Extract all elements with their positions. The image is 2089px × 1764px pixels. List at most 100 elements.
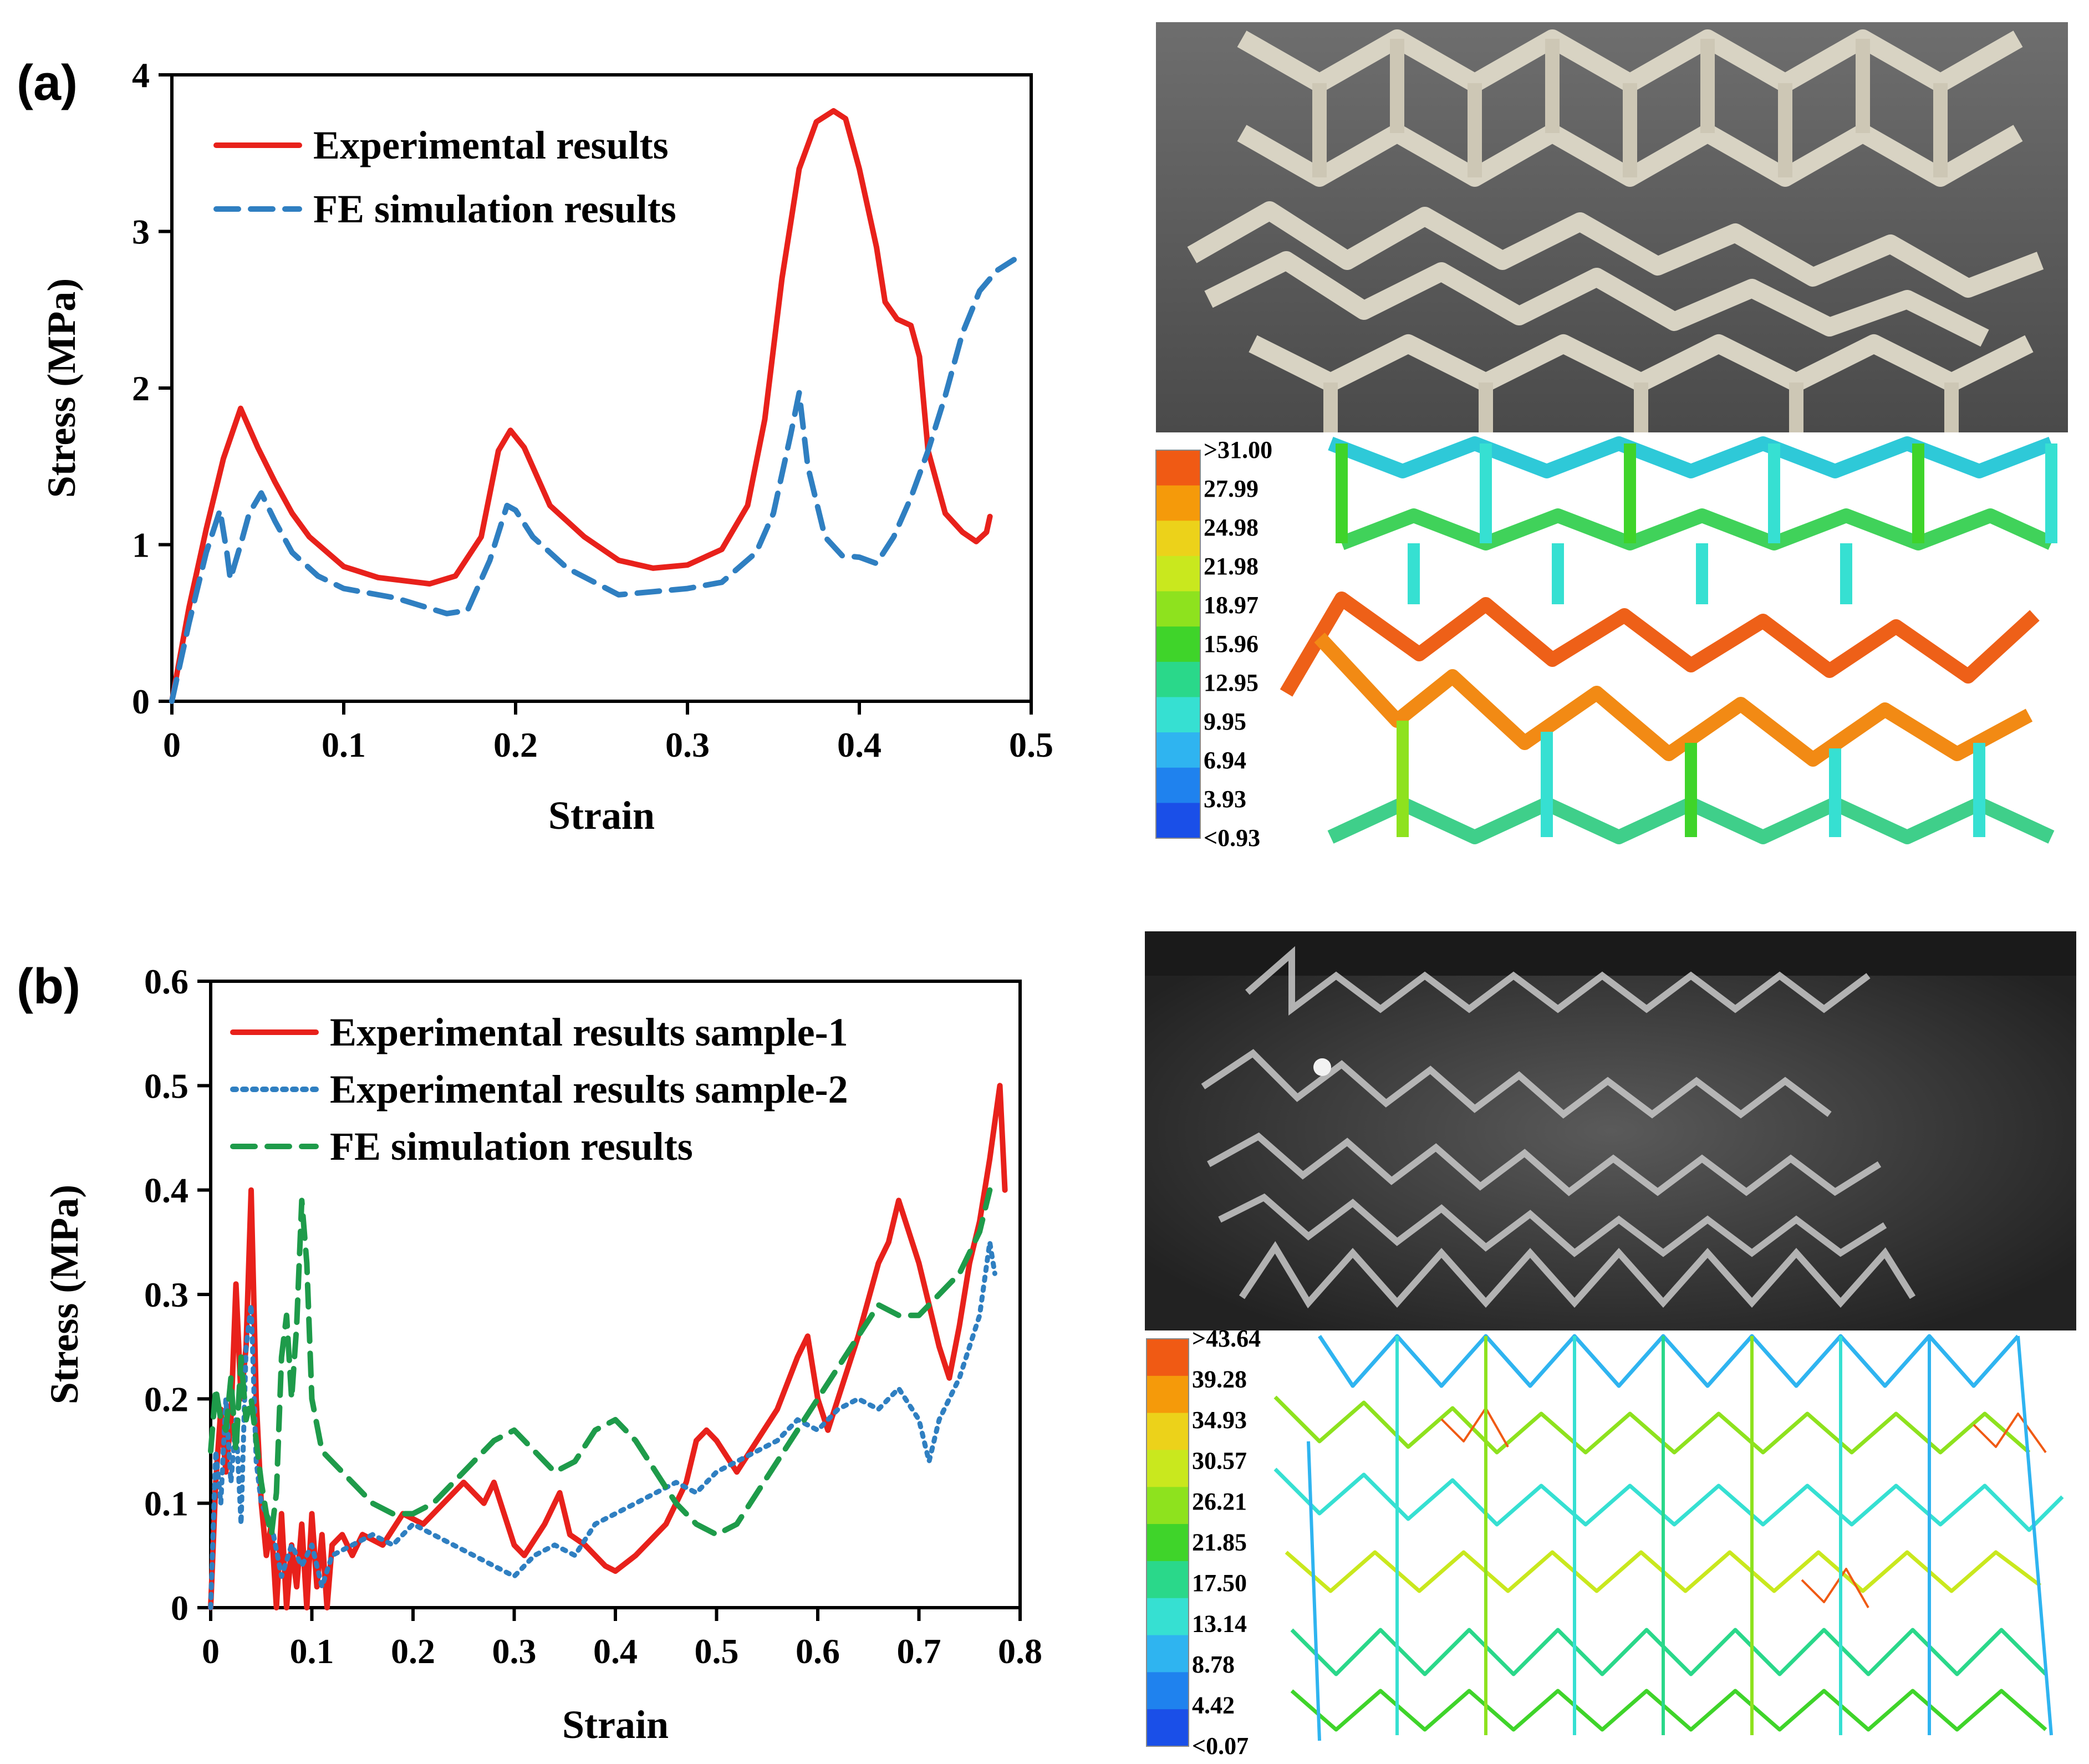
fe-b-lattice: [1273, 1334, 2064, 1732]
colorbar-b: >43.64 39.28 34.93 30.57 26.21 21.85 17.50 13.1…: [1146, 1325, 1261, 1760]
chartB-ytick-label: 0.3: [144, 1275, 188, 1314]
chartB-legend-label-3: FE simulation results: [330, 1124, 693, 1169]
colorbar-b-band: [1147, 1487, 1189, 1525]
chartA-ytick-label: 3: [132, 212, 150, 252]
panel-label-a: (a): [17, 55, 78, 111]
chart-b-xlabel: Strain: [562, 1702, 669, 1747]
colorbar-b-band: [1147, 1598, 1189, 1636]
chartA-xtick-label: 0.1: [322, 725, 366, 764]
chartB-xtick-label: 0: [202, 1632, 220, 1671]
chartA-legend-label-2: FE simulation results: [313, 187, 676, 231]
colorbar-b-band: [1147, 1524, 1189, 1562]
chart-b-ylabel: Stress (MPa): [42, 1185, 86, 1405]
colorbar-a-band: [1156, 803, 1200, 839]
chart-a-ticks: 0 0.1 0.2 0.3 0.4 0.5 0 1 2 3 4: [132, 55, 1053, 764]
chartA-xtick-label: 0.5: [1009, 725, 1053, 764]
colorbar-a-band: [1156, 732, 1200, 768]
colorbar-b-band: [1147, 1450, 1189, 1488]
colorbar-b-label: 30.57: [1192, 1447, 1247, 1475]
colorbar-b-label: >43.64: [1192, 1325, 1261, 1352]
colorbar-b-label: <0.07: [1192, 1732, 1249, 1760]
chartB-xtick-label: 0.7: [897, 1632, 941, 1671]
chartA-ytick-label: 2: [132, 369, 150, 408]
fe-b-verticals: [1307, 1335, 2053, 1741]
chartA-xtick-label: 0: [163, 725, 181, 764]
colorbar-a-label: 27.99: [1204, 475, 1259, 502]
colorbar-a-label: >31.00: [1204, 436, 1272, 463]
colorbar-b-band: [1147, 1375, 1189, 1414]
photo-b-background: [1145, 931, 2076, 1330]
panel-label-b: (b): [17, 959, 80, 1014]
chart-b: 0 0.1 0.2 0.3 0.4 0.5 0.6 0.7 0.8 0 0.1 0.2 0.3 0.4 0.…: [42, 962, 1042, 1747]
photo-b-lattice: [1201, 946, 1916, 1309]
colorbar-b-frame: [1146, 1338, 1189, 1747]
colorbar-b-band: [1147, 1709, 1189, 1747]
chartB-xtick-label: 0.5: [695, 1632, 739, 1671]
photo-a-verticals: [1312, 39, 1959, 432]
fe-contour-b: >43.64 39.28 34.93 30.57 26.21 21.85 17.50 13.1…: [1146, 1325, 2064, 1760]
chart-a-frame: [170, 73, 1033, 703]
colorbar-a-label: 3.93: [1204, 786, 1246, 813]
colorbar-b-band: [1147, 1561, 1189, 1599]
colorbar-a: >31.00 27.99 24.98 21.98 18.97 15.96 12.95 9.95…: [1155, 436, 1272, 852]
chartB-xtick-label: 0.1: [290, 1632, 334, 1671]
chart-a-legend: Experimental results FE simulation result…: [213, 123, 676, 231]
colorbar-b-label: 34.93: [1192, 1406, 1247, 1434]
colorbar-b-label: 13.14: [1192, 1610, 1247, 1638]
colorbar-a-label: 18.97: [1204, 592, 1259, 619]
chartB-xtick-label: 0.8: [998, 1632, 1042, 1671]
colorbar-b-band: [1147, 1635, 1189, 1673]
colorbar-a-label: 9.95: [1204, 708, 1246, 735]
chartA-series-2-line: [169, 257, 1017, 704]
colorbar-a-band: [1156, 661, 1200, 698]
chartB-ytick-label: 0.1: [144, 1484, 188, 1523]
colorbar-b-label: 26.21: [1192, 1488, 1247, 1515]
chart-a-ylabel: Stress (MPa): [39, 278, 84, 498]
colorbar-a-band: [1156, 555, 1200, 592]
chart-a: 0 0.1 0.2 0.3 0.4 0.5 0 1 2 3 4 Experimental resul…: [39, 55, 1053, 838]
fe-a-lattice: [1280, 436, 2055, 844]
colorbar-a-band: [1156, 626, 1200, 662]
chartB-xtick-label: 0.3: [492, 1632, 537, 1671]
chartB-xtick-label: 0.6: [796, 1632, 840, 1671]
fe-contour-a: >31.00 27.99 24.98 21.98 18.97 15.96 12.95 9.95…: [1155, 436, 2057, 852]
photo-b-marker: [1313, 1058, 1331, 1076]
chartB-ytick-label: 0.4: [144, 1171, 188, 1210]
specimen-photo-a: [1156, 22, 2068, 432]
chartA-series-1-line: [169, 108, 993, 704]
colorbar-a-label: 15.96: [1204, 630, 1259, 657]
chartB-legend-label-1: Experimental results sample-1: [330, 1010, 848, 1054]
chartA-xtick-label: 0.3: [665, 725, 710, 764]
chart-b-series: [208, 1083, 1008, 1610]
colorbar-a-label: 21.98: [1204, 553, 1259, 580]
chartA-xtick-label: 0.2: [493, 725, 538, 764]
colorbar-b-band: [1147, 1339, 1189, 1376]
colorbar-a-band: [1156, 521, 1200, 557]
colorbar-b-label: 17.50: [1192, 1569, 1247, 1597]
chartA-legend-label-1: Experimental results: [313, 123, 669, 167]
colorbar-a-band: [1156, 591, 1200, 628]
chartB-ytick-label: 0.6: [144, 962, 188, 1001]
colorbar-b-label: 21.85: [1192, 1529, 1247, 1556]
colorbar-b-band: [1147, 1413, 1189, 1451]
chart-a-xlabel: Strain: [548, 793, 655, 838]
chartB-ytick-label: 0: [171, 1588, 188, 1628]
chartA-ytick-label: 4: [132, 55, 150, 95]
colorbar-b-label: 8.78: [1192, 1651, 1235, 1678]
chart-b-ticks: 0 0.1 0.2 0.3 0.4 0.5 0.6 0.7 0.8 0 0.1 0.2 0.3 0.4 0.…: [144, 962, 1042, 1671]
colorbar-b-label: 4.42: [1192, 1692, 1235, 1719]
chartA-ytick-label: 1: [132, 526, 150, 565]
colorbar-a-band: [1156, 697, 1200, 733]
fe-a-verticals: [1336, 443, 2057, 837]
colorbar-b-band: [1147, 1672, 1189, 1710]
colorbar-b-label: 39.28: [1192, 1366, 1247, 1393]
specimen-photo-b: [1145, 931, 2076, 1330]
chartA-ytick-label: 0: [132, 682, 150, 721]
colorbar-a-band: [1156, 485, 1200, 522]
chartB-xtick-label: 0.4: [593, 1632, 638, 1671]
chartB-legend-label-2: Experimental results sample-2: [330, 1067, 848, 1112]
chartB-series-3-line: [208, 1187, 993, 1538]
colorbar-a-label: 12.95: [1204, 669, 1259, 696]
colorbar-a-label: 6.94: [1204, 747, 1246, 774]
